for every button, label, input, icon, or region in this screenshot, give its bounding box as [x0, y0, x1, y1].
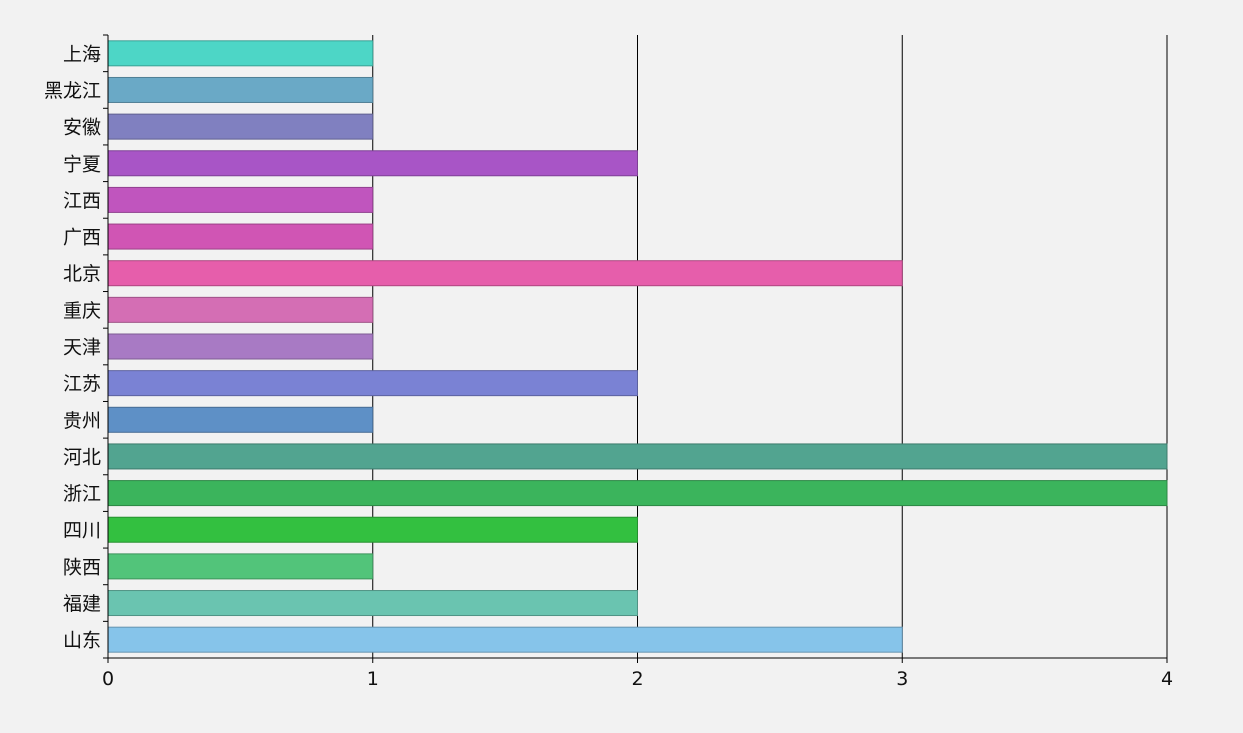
- category-label: 上海: [63, 43, 101, 65]
- category-label: 宁夏: [63, 153, 101, 175]
- bar-四川: [107, 516, 638, 543]
- category-label: 北京: [63, 263, 101, 285]
- category-label: 天津: [63, 337, 101, 359]
- bar-重庆: [107, 296, 374, 323]
- x-tick-label: 3: [896, 668, 908, 690]
- bar-天津: [107, 333, 374, 360]
- bar-江苏: [107, 370, 638, 397]
- bar-江西: [107, 186, 374, 213]
- x-tick-label: 1: [367, 668, 379, 690]
- bar-安徽: [107, 113, 374, 140]
- bar-山东: [107, 626, 903, 653]
- category-label: 贵州: [63, 410, 101, 432]
- category-label: 河北: [63, 446, 101, 468]
- category-label: 福建: [63, 593, 101, 615]
- category-label: 安徽: [63, 117, 101, 139]
- category-label: 江苏: [63, 373, 101, 395]
- grid-lines: [372, 35, 1168, 658]
- category-label: 陕西: [63, 556, 101, 578]
- bar-贵州: [107, 406, 374, 433]
- category-label: 山东: [63, 630, 101, 652]
- bar-黑龙江: [107, 76, 374, 103]
- bar-上海: [107, 40, 374, 67]
- bar-广西: [107, 223, 374, 250]
- category-label: 四川: [63, 520, 101, 542]
- category-label: 黑龙江: [44, 80, 101, 102]
- category-label: 广西: [63, 227, 101, 249]
- bar-河北: [107, 443, 1168, 470]
- bar-北京: [107, 260, 903, 287]
- x-tick-label: 2: [631, 668, 643, 690]
- category-label: 重庆: [63, 300, 101, 322]
- bar-福建: [107, 590, 638, 617]
- category-label: 江西: [63, 190, 101, 212]
- category-label: 浙江: [63, 483, 101, 505]
- x-tick-label: 4: [1161, 668, 1173, 690]
- axes: [103, 34, 1168, 663]
- bar-宁夏: [107, 150, 638, 177]
- x-tick-label: 0: [102, 668, 114, 690]
- bar-陕西: [107, 553, 374, 580]
- bar-浙江: [107, 480, 1168, 507]
- bars: [107, 40, 1168, 653]
